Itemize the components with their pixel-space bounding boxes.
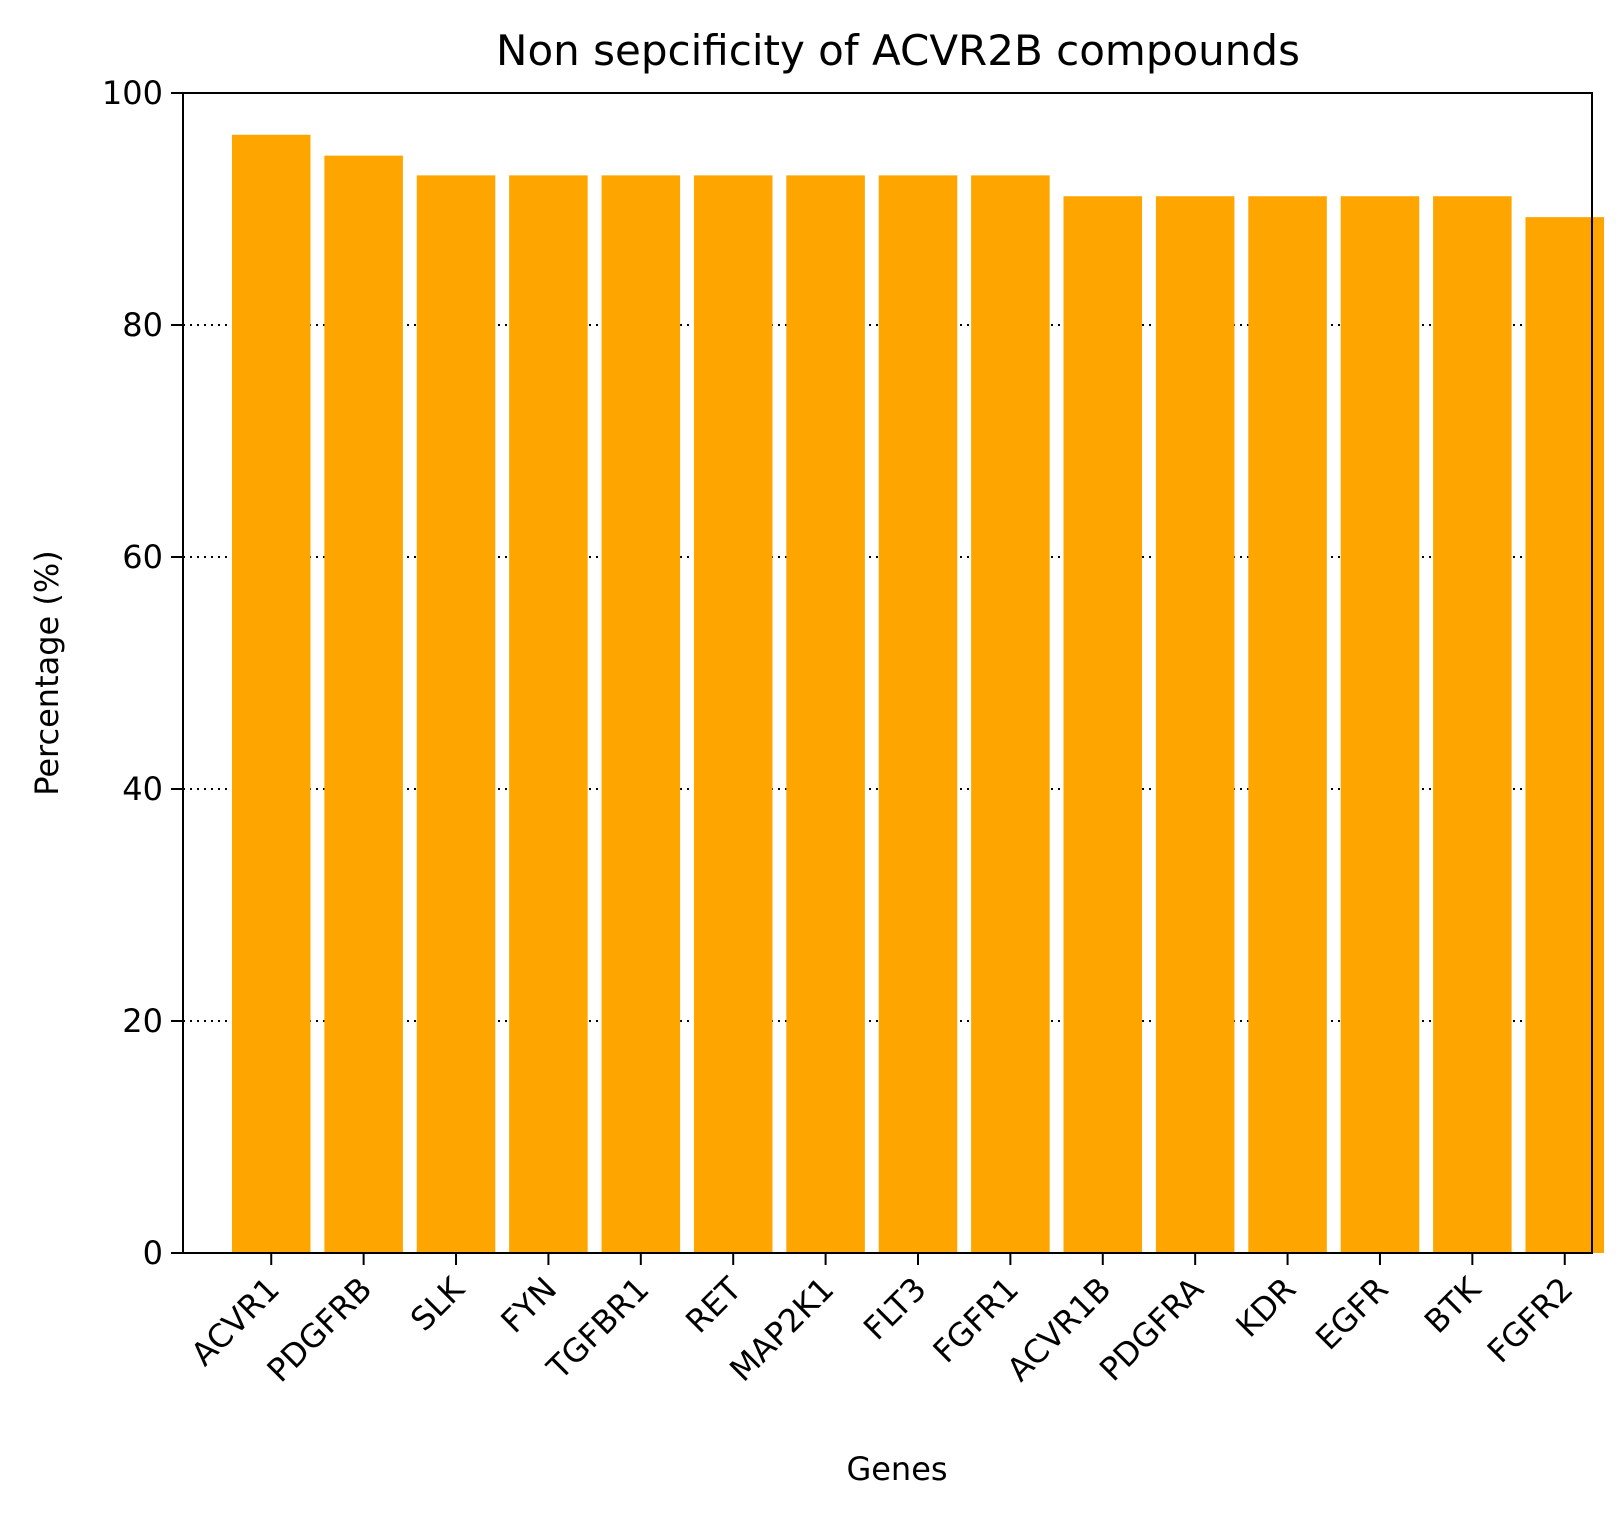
x-tick-label: SLK [403, 1269, 472, 1338]
x-tick-label: KDR [1228, 1270, 1303, 1345]
x-tick-label: BTK [1417, 1269, 1489, 1341]
x-tick-label: MAP2K1 [722, 1270, 841, 1389]
bar [971, 175, 1050, 1254]
bar [1248, 196, 1327, 1254]
x-axis-label: Genes [846, 1450, 947, 1488]
x-tick-label: EGFR [1308, 1270, 1395, 1357]
plot-frame [182, 92, 1593, 1254]
y-axis-ticks: 0 20 40 60 80 100 [102, 74, 183, 1272]
bar [878, 175, 958, 1254]
x-tick-label: TGFBR1 [539, 1270, 657, 1388]
x-tick-label: PDGFRA [1092, 1270, 1211, 1389]
bar [1433, 196, 1512, 1254]
bar [324, 155, 403, 1253]
y-tick-label: 0 [143, 1234, 163, 1272]
bar [601, 175, 681, 1254]
bar [231, 134, 311, 1253]
x-tick-label: FYN [493, 1270, 564, 1341]
bar [786, 175, 865, 1254]
x-tick-label: FLT3 [856, 1270, 934, 1348]
bar [1155, 196, 1235, 1254]
bar [416, 175, 496, 1254]
bars [231, 134, 1605, 1254]
y-tick-label: 60 [122, 538, 163, 576]
bar [1063, 196, 1143, 1254]
chart-title: Non sepcificity of ACVR2B compounds [496, 26, 1300, 75]
bar [509, 175, 588, 1254]
x-tick-label: RET [678, 1269, 749, 1340]
y-axis-label: Percentage (%) [28, 550, 66, 796]
bar [1525, 217, 1605, 1253]
y-tick-label: 80 [122, 306, 163, 344]
x-tick-label: FGFR2 [1480, 1270, 1581, 1371]
y-tick-label: 40 [122, 770, 163, 808]
y-tick-label: 20 [122, 1002, 163, 1040]
bar [693, 175, 773, 1254]
y-tick-label: 100 [102, 74, 163, 112]
bar [1340, 196, 1420, 1254]
